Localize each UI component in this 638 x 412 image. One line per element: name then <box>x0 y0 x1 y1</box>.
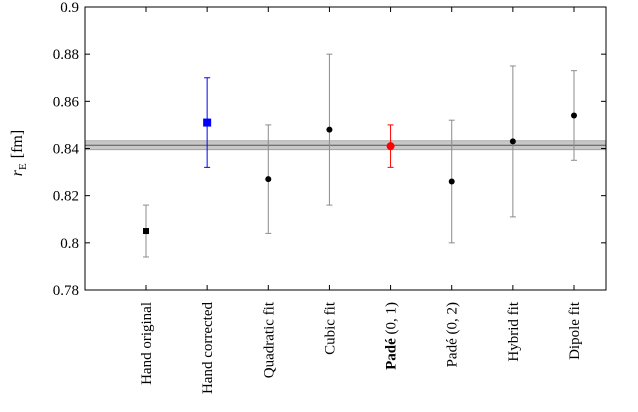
category-label-text: Cubic fit <box>322 301 338 355</box>
data-point-0 <box>143 228 149 235</box>
data-point-5 <box>448 178 455 185</box>
data-point-2 <box>265 176 272 183</box>
category-label-0: Hand original <box>139 302 155 385</box>
category-label-text: Hand corrected <box>200 302 216 395</box>
reference-band-group <box>85 140 606 151</box>
category-label-2: Quadratic fit <box>261 301 277 378</box>
y-axis-symbol: r <box>9 169 26 176</box>
category-label-bold-part: Padé <box>384 338 400 370</box>
y-tick-label: 0.8 <box>60 236 79 252</box>
y-tick-label: 0.9 <box>60 0 79 16</box>
category-label-text: Dipole fit <box>567 301 583 360</box>
y-axis-unit: [fm] <box>9 130 26 158</box>
category-label-5: Padé (0, 2) <box>445 302 461 367</box>
category-label-text: Quadratic fit <box>261 301 277 378</box>
category-label-text: Hand original <box>139 302 155 385</box>
error-bars-group <box>143 53 577 258</box>
y-tick-label: 0.78 <box>53 283 79 299</box>
category-label-7: Dipole fit <box>567 301 583 360</box>
y-axis-label: rE [fm] <box>9 130 29 176</box>
category-label-4: Padé (0, 1) <box>384 302 400 370</box>
category-label-text: Padé (0, 2) <box>445 302 461 367</box>
data-point-1 <box>203 118 212 127</box>
x-ticks-group <box>145 7 575 290</box>
category-label-text: (0, 1) <box>384 302 400 338</box>
data-point-4 <box>386 142 395 151</box>
category-labels-group: Hand original Hand corrected Quadratic fit… <box>139 301 583 394</box>
y-tick-label: 0.86 <box>53 94 80 110</box>
y-tick-label: 0.88 <box>53 47 79 63</box>
data-point-6 <box>509 138 516 145</box>
markers-group <box>143 112 577 235</box>
category-label-3: Cubic fit <box>322 301 338 355</box>
y-axis-subscript: E <box>17 163 29 170</box>
category-label-text: Hybrid fit <box>506 301 522 361</box>
y-tick-label: 0.84 <box>53 142 80 158</box>
y-ticks-group: 0.78 0.8 0.82 0.84 0.86 0.88 0.9 <box>53 0 606 299</box>
data-point-3 <box>326 126 333 133</box>
category-label-1: Hand corrected <box>200 302 216 395</box>
category-label-6: Hybrid fit <box>506 301 522 361</box>
data-point-7 <box>571 112 577 119</box>
y-tick-label: 0.82 <box>53 189 79 205</box>
